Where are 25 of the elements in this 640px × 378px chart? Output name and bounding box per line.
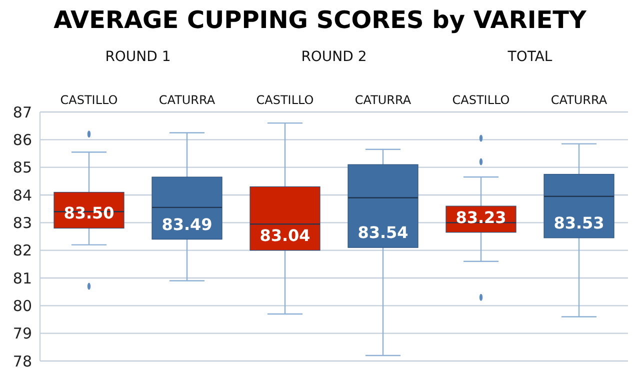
text: 83.54 (358, 223, 408, 242)
x-tick-label: CATURRA (354, 93, 412, 107)
text: ROUND 2 (301, 49, 367, 65)
text: 83.23 (456, 208, 506, 227)
y-tick-label: 79 (12, 324, 32, 343)
y-tick-label: 83 (12, 214, 32, 232)
x-tick-label: CATURRA (158, 93, 216, 107)
text: 83.49 (162, 214, 212, 234)
y-tick-label: 82 (12, 242, 32, 260)
y-tick-label: 78 (12, 352, 32, 370)
y-tick-label: 87 (12, 103, 32, 122)
text: TOTAL (506, 49, 552, 65)
chart-title: AVERAGE CUPPING SCORES by VARIETY (54, 6, 588, 34)
text: 83.53 (554, 213, 604, 232)
y-tick-label: 80 (12, 296, 32, 315)
y-tick-label: 81 (12, 269, 32, 288)
y-tick-label: 86 (12, 130, 32, 149)
x-tick-label: CATURRA (550, 93, 608, 107)
y-tick-label: 84 (12, 186, 32, 204)
text: ROUND 1 (105, 49, 171, 65)
x-tick-label: CASTILLO (256, 93, 314, 107)
y-tick-label: 85 (12, 158, 32, 177)
text: 83.04 (260, 226, 310, 245)
x-tick-label: CASTILLO (60, 93, 118, 107)
x-tick-label: CASTILLO (452, 93, 510, 107)
